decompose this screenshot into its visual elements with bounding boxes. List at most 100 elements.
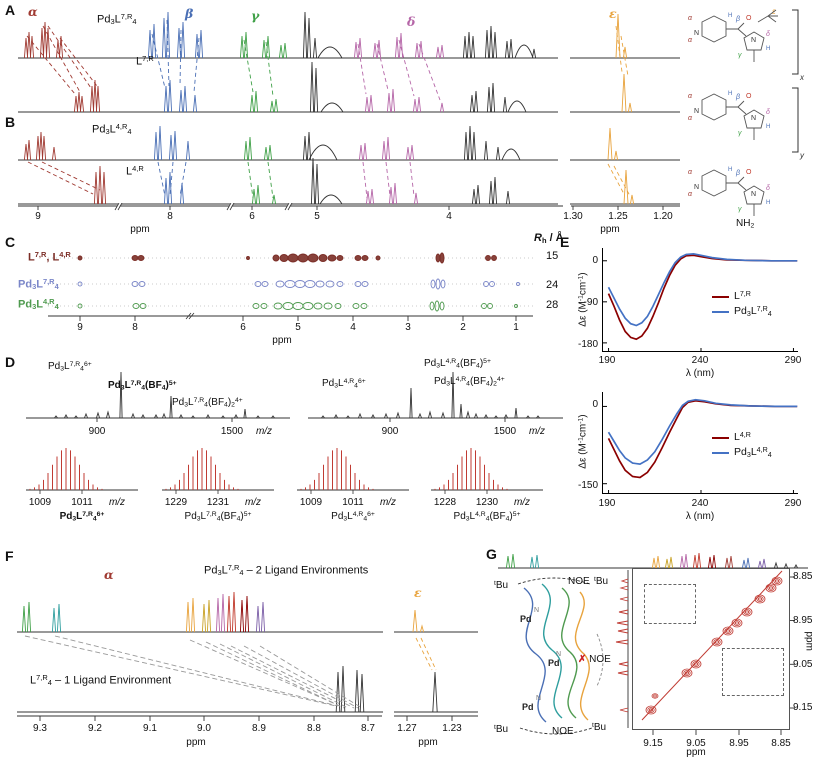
svg-label: N bbox=[751, 115, 756, 122]
nh2-group-label: NH2 bbox=[736, 218, 755, 230]
tick-label: 1.27 bbox=[397, 723, 417, 734]
tick-label: 900 bbox=[381, 426, 399, 437]
svg-label: N bbox=[751, 191, 756, 198]
mz-unit-label: m/z bbox=[255, 426, 273, 437]
cross-icon: ✗ bbox=[578, 654, 587, 665]
ppm-unit-label: ppm bbox=[130, 224, 150, 235]
tick-label: 9.0 bbox=[197, 723, 211, 734]
tick-label: 1.23 bbox=[442, 723, 462, 734]
svg-label: Pd bbox=[548, 658, 560, 668]
tick-label: 240 bbox=[691, 498, 709, 509]
svg-label: N bbox=[694, 30, 699, 37]
tick-label: 1 bbox=[513, 322, 519, 333]
cage-7r-formula-a: Pd3L7,R4 bbox=[97, 12, 137, 27]
svg-label: y bbox=[799, 151, 805, 160]
tick-label: 9.1 bbox=[143, 723, 157, 734]
svg-label: γ bbox=[738, 52, 742, 59]
svg-label: N bbox=[534, 607, 539, 614]
epsilon-region-label: ε bbox=[414, 585, 422, 600]
ms-species-label: Pd3L7,R46+ bbox=[48, 361, 92, 373]
tbu-label: tBu bbox=[494, 580, 509, 592]
tick-label: 1229 bbox=[164, 497, 188, 508]
noesy-side-1d-trace bbox=[615, 570, 629, 728]
ms-species-label: Pd3L7,R4(BF4)24+ bbox=[172, 397, 243, 409]
mz-unit-label: m/z bbox=[528, 426, 546, 437]
svg-label: H bbox=[728, 91, 732, 97]
ppm-unit-label: ppm bbox=[803, 631, 813, 651]
noe-label: NOE bbox=[568, 576, 590, 587]
two-environments-label: Pd3L7,R4 – 2 Ligand Environments bbox=[204, 563, 369, 578]
tick-label: 1.30 bbox=[563, 211, 583, 222]
svg-label: O bbox=[746, 169, 752, 176]
cd-plot-top bbox=[602, 248, 798, 352]
cd-xlabel-top: λ (nm) bbox=[685, 368, 715, 379]
tick-label: 1228 bbox=[433, 497, 457, 508]
svg-label: O bbox=[746, 15, 752, 22]
svg-label: δ bbox=[766, 31, 770, 38]
legend-swatch bbox=[712, 436, 729, 439]
tick-label: 0 bbox=[592, 255, 598, 266]
svg-label: α bbox=[688, 93, 693, 100]
hydrodynamic-radius-header: Rh / Å bbox=[534, 232, 564, 245]
svg-label: H bbox=[766, 200, 770, 206]
svg-label: N bbox=[751, 37, 756, 44]
tick-label: 8.9 bbox=[252, 723, 266, 734]
isotope-pattern-zoom bbox=[431, 448, 543, 494]
nmr-zoom-alpha-spectra bbox=[17, 591, 383, 713]
tick-label: 8.85 bbox=[793, 571, 813, 582]
rh-value: 24 bbox=[546, 279, 559, 291]
delta-peak-label: δ bbox=[407, 14, 416, 29]
tick-label: 1011 bbox=[71, 497, 93, 508]
svg-label: α bbox=[688, 169, 693, 176]
legend-swatch bbox=[712, 295, 729, 298]
no-noe-label: ✗ NOE bbox=[578, 654, 611, 665]
tick-label: 4 bbox=[350, 322, 356, 333]
svg-label: N bbox=[694, 108, 699, 115]
ms-species-label: Pd3L4,R46+ bbox=[322, 378, 366, 390]
legend-label: L4,R bbox=[734, 431, 751, 444]
noesy-contours bbox=[641, 570, 783, 721]
tick-label: -150 bbox=[577, 480, 598, 491]
svg-label: N bbox=[556, 651, 561, 658]
alpha-region-label: α bbox=[104, 567, 114, 582]
ppm-axis-f-epsilon bbox=[394, 715, 478, 721]
panel-b-label: B bbox=[5, 114, 16, 130]
beta-peak-label: β bbox=[185, 6, 194, 21]
tick-label: 1011 bbox=[342, 497, 364, 508]
tick-label: 6 bbox=[249, 211, 255, 222]
epsilon-peak-label: ε bbox=[609, 6, 617, 21]
legend-label: L7,R bbox=[734, 290, 751, 303]
svg-label: δ bbox=[766, 109, 770, 116]
noe-label: NOE bbox=[589, 654, 611, 665]
tick-label: 8.85 bbox=[771, 738, 791, 749]
tick-label: 9.05 bbox=[793, 659, 813, 670]
cd-curves-bottom bbox=[603, 398, 798, 494]
noe-label: NOE bbox=[552, 726, 574, 737]
ppm-unit-label: ppm bbox=[272, 335, 292, 346]
tick-label: 900 bbox=[88, 426, 106, 437]
alpha-peak-label: α bbox=[28, 4, 38, 19]
svg-label: N bbox=[536, 695, 541, 702]
tbu-label: tBu bbox=[592, 722, 607, 734]
nmr-ppm-axis bbox=[18, 203, 680, 211]
dosy-spectra bbox=[48, 252, 533, 321]
zoom-species-label: Pd3L4,R4(BF4)5+ bbox=[453, 511, 521, 523]
noesy-plot-frame bbox=[632, 568, 790, 730]
noesy-y-ticks bbox=[790, 576, 795, 709]
mz-unit-label: m/z bbox=[379, 497, 397, 508]
svg-label: α bbox=[688, 115, 693, 122]
ppm-unit-label: ppm bbox=[600, 224, 620, 235]
gamma-peak-label: γ bbox=[251, 8, 260, 23]
tbu-label: tBu bbox=[494, 724, 509, 736]
tick-label: 1009 bbox=[299, 497, 323, 508]
mz-unit-label: m/z bbox=[108, 497, 126, 508]
tick-label: 1009 bbox=[28, 497, 52, 508]
panel-e-label: E bbox=[560, 234, 570, 250]
tick-label: 5 bbox=[295, 322, 301, 333]
ms-species-label: Pd3L4,R4(BF4)24+ bbox=[434, 376, 505, 388]
legend-swatch bbox=[712, 451, 729, 454]
tick-label: 3 bbox=[405, 322, 411, 333]
tick-label: 1500 bbox=[220, 426, 244, 437]
